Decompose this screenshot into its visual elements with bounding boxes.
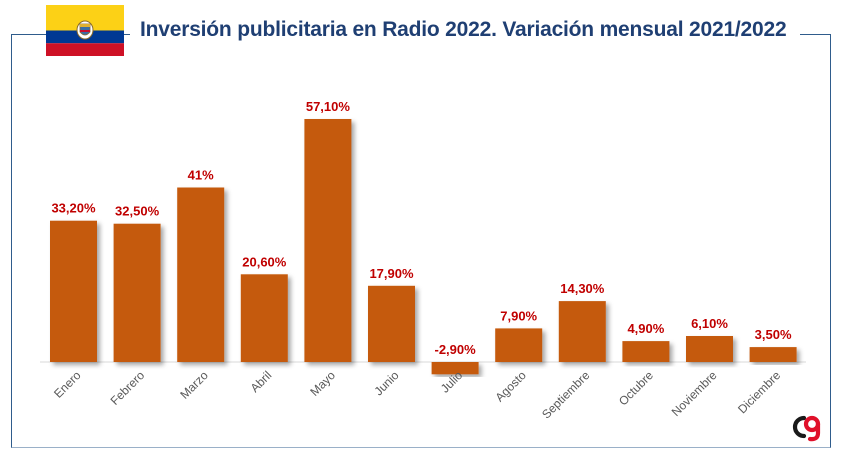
bar-octubre <box>622 341 670 362</box>
category-labels-group: Enero Febrero Marzo Abril Mayo Junio Julio Agos… <box>51 368 783 422</box>
category-label-mayo: Mayo <box>307 368 338 399</box>
bar-agosto <box>495 328 543 362</box>
bar-enero <box>50 220 97 362</box>
category-label-diciembre: Diciembre <box>735 368 783 416</box>
value-label-febrero: 32,50% <box>115 204 160 219</box>
value-labels-group: 33,20% 32,50% 41% 20,60% 57,10% 17,90% -2,90% 7… <box>51 99 792 357</box>
value-label-marzo: 41% <box>188 168 214 183</box>
category-label-noviembre: Noviembre <box>669 368 720 419</box>
category-label-marzo: Marzo <box>177 368 211 402</box>
bar-marzo <box>177 187 225 362</box>
bar-julio <box>431 362 479 375</box>
title-background <box>130 14 800 50</box>
bar-noviembre <box>686 336 733 362</box>
value-label-abril: 20,60% <box>242 254 287 269</box>
flag-coat-of-arms-icon <box>76 20 94 40</box>
category-label-abril: Abril <box>248 368 275 395</box>
category-label-febrero: Febrero <box>108 368 148 408</box>
brand-logo-icon <box>792 415 821 442</box>
value-label-octubre: 4,90% <box>627 321 664 336</box>
category-label-agosto: Agosto <box>493 368 530 405</box>
category-label-septiembre: Septiembre <box>539 368 593 422</box>
bar-mayo <box>304 119 352 362</box>
bar-abril <box>240 274 288 362</box>
category-label-octubre: Octubre <box>616 368 656 408</box>
value-label-julio: -2,90% <box>434 342 476 357</box>
bar-septiembre <box>558 301 606 362</box>
category-label-junio: Junio <box>371 368 401 398</box>
value-label-diciembre: 3,50% <box>755 327 792 342</box>
bar-diciembre <box>749 347 797 362</box>
bar-junio <box>368 285 415 362</box>
bars-group <box>50 119 797 375</box>
category-label-enero: Enero <box>51 368 84 401</box>
value-label-agosto: 7,90% <box>500 308 537 323</box>
colombia-flag-icon <box>46 5 124 56</box>
bar-febrero <box>113 223 161 362</box>
value-label-junio: 17,90% <box>369 266 414 281</box>
chart-title: Inversión publicitaria en Radio 2022. Va… <box>140 18 787 41</box>
value-label-enero: 33,20% <box>51 201 96 216</box>
flag-red-stripe <box>46 43 124 56</box>
value-label-mayo: 57,10% <box>306 99 351 114</box>
value-label-septiembre: 14,30% <box>560 281 605 296</box>
value-label-noviembre: 6,10% <box>691 316 728 331</box>
